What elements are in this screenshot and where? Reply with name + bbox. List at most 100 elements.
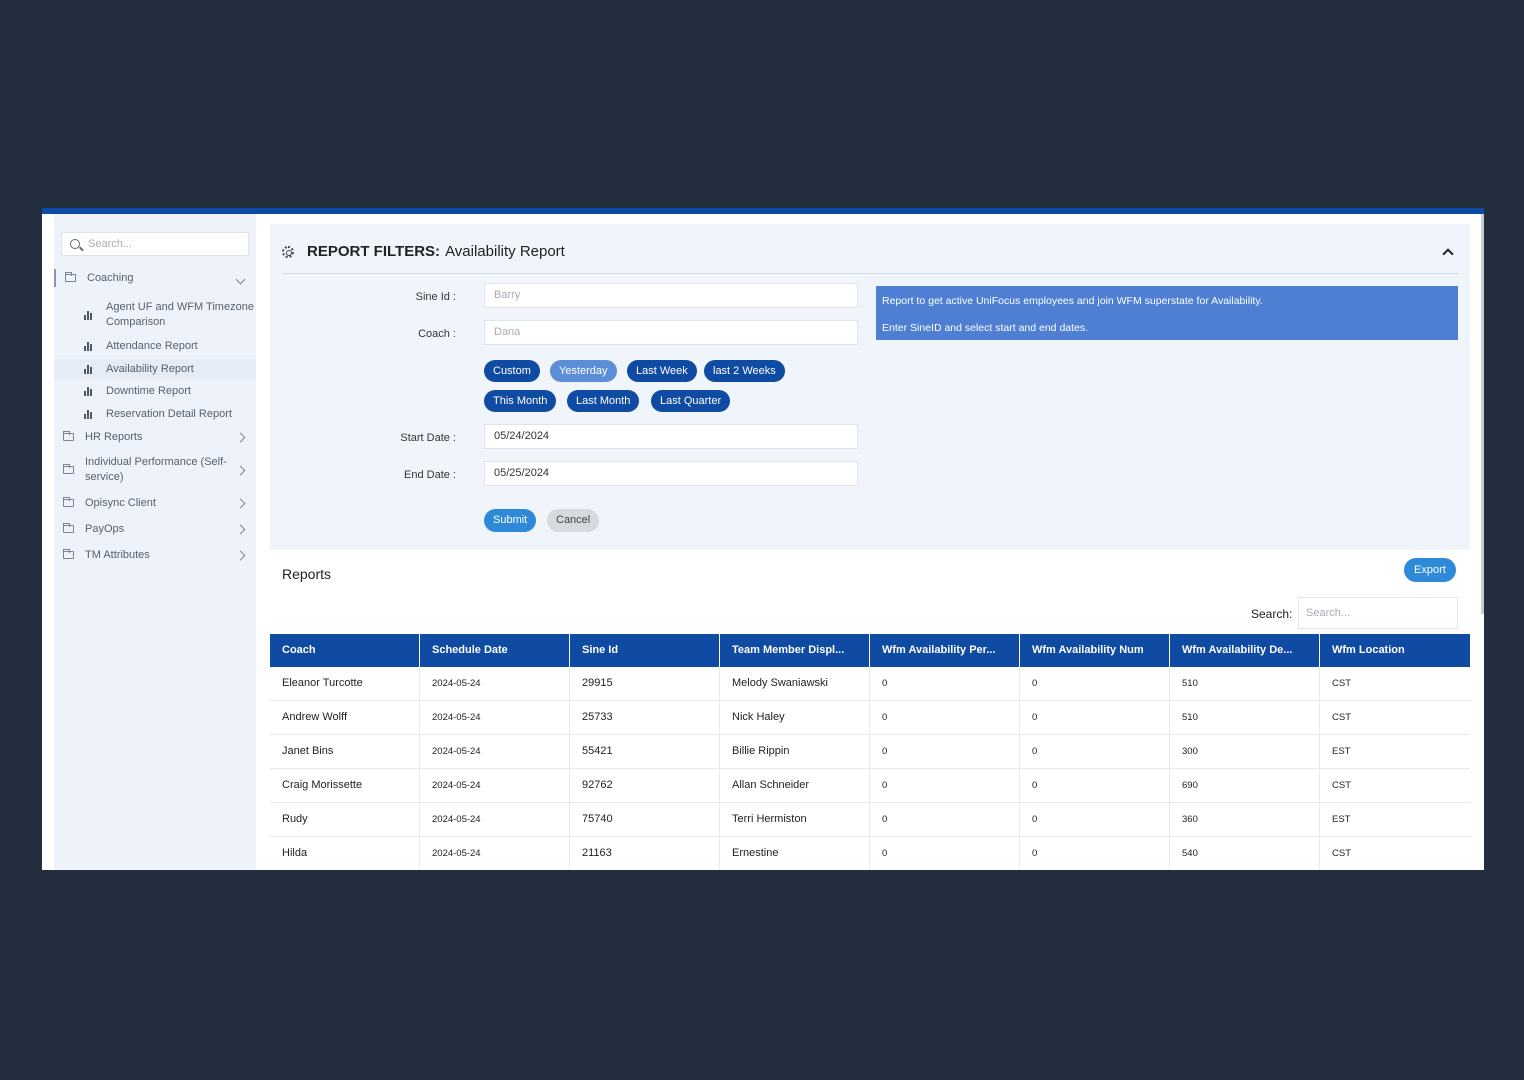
vertical-scrollbar[interactable]: [1481, 214, 1484, 614]
table-cell: CST: [1332, 848, 1351, 859]
date-range-chip-custom[interactable]: Custom: [484, 360, 540, 382]
sidebar-item-agent-uf-wfm-timezone[interactable]: Agent UF and WFM Timezone Comparison: [54, 299, 256, 331]
column-header-wfm-availability-de[interactable]: Wfm Availability De...: [1170, 634, 1320, 667]
table-cell: Hilda: [270, 837, 420, 870]
table-cell: Andrew Wolff: [270, 701, 420, 734]
table-cell: CST: [1332, 678, 1351, 689]
filters-heading-report-name: Availability Report: [445, 243, 565, 260]
column-header-coach[interactable]: Coach: [270, 634, 420, 667]
table-cell: Billie Rippin: [720, 735, 870, 768]
table-search-label: Search:: [1251, 607, 1293, 621]
table-cell: 0: [1020, 769, 1170, 802]
table-body: Eleanor Turcotte 2024-05-24 29915 Melody Sw…: [270, 667, 1470, 870]
column-header-wfm-availability-per[interactable]: Wfm Availability Per...: [870, 634, 1020, 667]
table-cell: 510: [1170, 701, 1320, 734]
table-row[interactable]: Rudy 2024-05-24 75740 Terri Hermiston 0 0 360 E…: [270, 803, 1470, 837]
table-cell: 0: [1020, 803, 1170, 836]
folder-icon: [63, 549, 74, 559]
report-app-window: Search... Coaching Agent UF and WFM Time…: [42, 208, 1484, 870]
column-header-wfm-availability-num[interactable]: Wfm Availability Num: [1020, 634, 1170, 667]
table-cell: 0: [870, 837, 1020, 870]
table-row[interactable]: Craig Morissette 2024-05-24 92762 Allan Sch…: [270, 769, 1470, 803]
table-cell: 0: [870, 735, 1020, 768]
table-cell: 0: [1020, 735, 1170, 768]
table-cell: 540: [1170, 837, 1320, 870]
end-date-label: End Date :: [404, 469, 456, 481]
sidebar-item-reservation-detail-report[interactable]: Reservation Detail Report: [54, 405, 256, 423]
table-cell: 0: [1020, 667, 1170, 700]
cancel-button[interactable]: Cancel: [547, 509, 600, 532]
sidebar-search-input[interactable]: Search...: [61, 232, 249, 256]
chevron-right-icon: [235, 524, 246, 534]
table-cell: Terri Hermiston: [720, 803, 870, 836]
table-cell: 29915: [570, 667, 720, 700]
sidebar-group-opisync-client[interactable]: Opisync Client: [54, 494, 256, 512]
table-cell: 360: [1170, 803, 1320, 836]
column-header-sine-id[interactable]: Sine Id: [570, 634, 720, 667]
table-cell: 2024-05-24: [420, 803, 570, 836]
table-row[interactable]: Janet Bins 2024-05-24 55421 Billie Rippin 0 0…: [270, 735, 1470, 769]
report-filters-panel: REPORT FILTERS: Availability Report Sine…: [270, 224, 1470, 550]
end-date-input[interactable]: 05/25/2024: [484, 461, 858, 486]
table-cell: 2024-05-24: [420, 837, 570, 870]
table-cell: EST: [1332, 814, 1351, 825]
table-search-input[interactable]: Search...: [1298, 597, 1458, 629]
chevron-right-icon: [235, 432, 246, 442]
table-cell: Eleanor Turcotte: [270, 667, 420, 700]
sidebar-group-label: PayOps: [85, 523, 125, 535]
sidebar-item-availability-report[interactable]: Availability Report: [54, 359, 256, 379]
sidebar-group-payops[interactable]: PayOps: [54, 520, 256, 538]
column-header-team-member[interactable]: Team Member Displ...: [720, 634, 870, 667]
sidebar-group-label: Opisync Client: [85, 497, 156, 509]
info-text-line: Report to get active UniFocus employees …: [882, 295, 1263, 307]
coach-input[interactable]: Dana: [484, 320, 858, 345]
table-cell: 2024-05-24: [420, 667, 570, 700]
sine-id-input[interactable]: Barry: [484, 283, 858, 308]
sidebar-item-label: Availability Report: [106, 363, 194, 375]
table-cell: 21163: [570, 837, 720, 870]
table-cell: 2024-05-24: [420, 701, 570, 734]
date-range-chip-yesterday[interactable]: Yesterday: [550, 360, 617, 382]
sidebar-item-attendance-report[interactable]: Attendance Report: [54, 337, 256, 355]
collapse-chevron-up-icon[interactable]: [1442, 248, 1454, 260]
report-info-box: Report to get active UniFocus employees …: [876, 286, 1458, 340]
bar-chart-icon: [84, 341, 93, 351]
sidebar-search-placeholder: Search...: [88, 238, 133, 250]
table-cell: 0: [1020, 837, 1170, 870]
folder-icon: [65, 272, 76, 282]
sidebar-group-coaching[interactable]: Coaching: [54, 269, 256, 287]
start-date-input[interactable]: 05/24/2024: [484, 424, 858, 449]
export-button[interactable]: Export: [1404, 558, 1456, 582]
sidebar-item-label: Downtime Report: [106, 385, 191, 397]
sidebar-group-hr-reports[interactable]: HR Reports: [54, 428, 256, 446]
chevron-right-icon: [235, 550, 246, 560]
table-cell: 2024-05-24: [420, 735, 570, 768]
date-range-chip-last-month[interactable]: Last Month: [567, 390, 640, 412]
sidebar-group-individual-performance[interactable]: Individual Performance (Self-service): [54, 454, 256, 486]
chevron-down-icon: [235, 274, 246, 285]
date-range-chip-last-quarter[interactable]: Last Quarter: [651, 390, 731, 412]
table-cell: Nick Haley: [720, 701, 870, 734]
date-range-chip-this-month[interactable]: This Month: [484, 390, 557, 412]
date-range-chip-last-week[interactable]: Last Week: [627, 360, 697, 382]
table-cell: 75740: [570, 803, 720, 836]
chevron-right-icon: [235, 465, 246, 475]
date-range-chip-last-2-weeks[interactable]: last 2 Weeks: [704, 360, 785, 382]
search-icon: [70, 239, 80, 249]
table-row[interactable]: Andrew Wolff 2024-05-24 25733 Nick Haley 0 0 5…: [270, 701, 1470, 735]
sidebar-group-label: HR Reports: [85, 431, 143, 443]
column-header-wfm-location[interactable]: Wfm Location: [1332, 644, 1405, 656]
sidebar-item-downtime-report[interactable]: Downtime Report: [54, 382, 256, 400]
table-cell: 0: [870, 803, 1020, 836]
start-date-label: Start Date :: [400, 432, 456, 444]
table-cell: 300: [1170, 735, 1320, 768]
table-row[interactable]: Hilda 2024-05-24 21163 Ernestine 0 0 540 CST: [270, 837, 1470, 870]
submit-button[interactable]: Submit: [484, 509, 537, 532]
table-cell: Craig Morissette: [270, 769, 420, 802]
column-header-schedule-date[interactable]: Schedule Date: [420, 634, 570, 667]
sidebar-group-tm-attributes[interactable]: TM Attributes: [54, 546, 256, 564]
sine-id-label: Sine Id :: [415, 291, 456, 303]
folder-icon: [63, 464, 74, 474]
table-cell: EST: [1332, 746, 1351, 757]
table-row[interactable]: Eleanor Turcotte 2024-05-24 29915 Melody Sw…: [270, 667, 1470, 701]
